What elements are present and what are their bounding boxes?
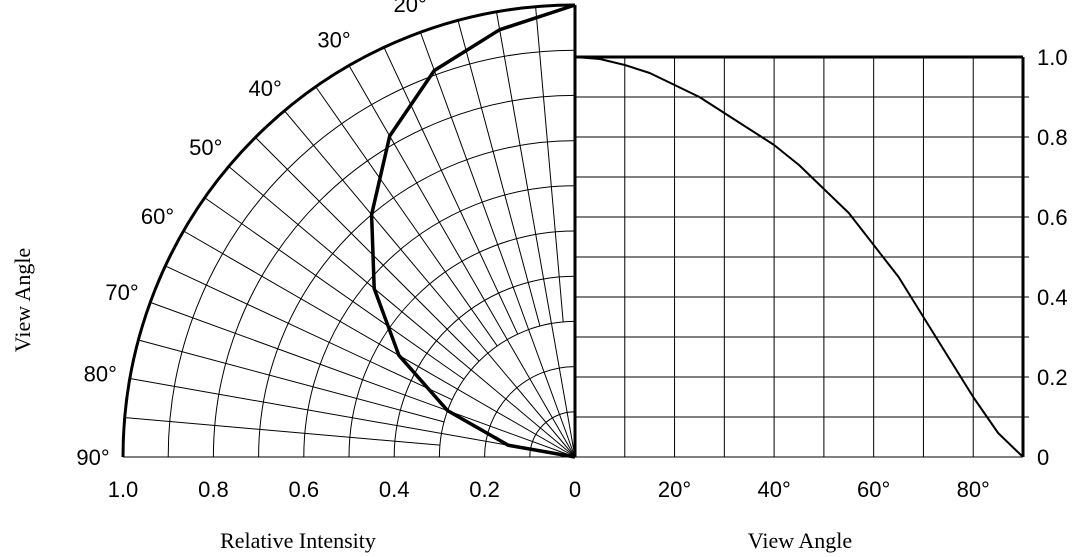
rect-ytick-label: 0.2 [1037, 365, 1068, 390]
polar-curve-layer [369, 3, 576, 459]
polar-intensity-curve [369, 3, 576, 459]
rect-xtick-label: 60° [857, 477, 890, 502]
polar-angle-tick: 90° [76, 445, 109, 470]
polar-radial-tick: 0.6 [289, 477, 320, 502]
polar-spoke [124, 417, 440, 446]
rect-ytick-label: 0.4 [1037, 285, 1068, 310]
polar-spoke [419, 32, 576, 458]
polar-spoke [228, 166, 576, 458]
polar-angle-tick: 70° [105, 280, 138, 305]
polar-angle-tick: 50° [189, 135, 222, 160]
rect-ytick-label: 0.8 [1037, 125, 1068, 150]
polar-angle-tick: 40° [249, 76, 282, 101]
rect-xtick-label: 40° [757, 477, 790, 502]
polar-angle-tick: 80° [84, 361, 117, 386]
rect-ytick-label: 0 [1037, 445, 1049, 470]
rect-ytick-label: 0.6 [1037, 205, 1068, 230]
polar-radial-tick: 0.4 [379, 477, 410, 502]
polar-radial-tick: 0.8 [198, 477, 229, 502]
polar-grid [121, 3, 577, 458]
polar-spoke [129, 378, 576, 458]
polar-angle-tick: 30° [317, 28, 350, 53]
polar-spoke [204, 197, 465, 380]
rect-labels: 1.0 0.8 0.6 0.4 0.2 0 20° 40° 60° 80° [658, 45, 1068, 502]
rect-xlabel: View Angle [748, 528, 852, 553]
polar-grid-arc [484, 366, 576, 458]
polar-xlabel: Relative Intensity [220, 528, 376, 553]
polar-spoke [284, 110, 576, 458]
polar-spoke [255, 137, 480, 362]
polar-spoke [496, 11, 576, 458]
polar-spoke [138, 339, 445, 423]
polar-spoke [315, 86, 498, 347]
polar-labels: 0°10°20°30°40°50°60°70°80°90°1.00.80.60.… [76, 0, 581, 502]
rect-xtick-label: 80° [957, 477, 990, 502]
polar-radial-tick: 0 [569, 477, 581, 502]
polar-spoke [150, 301, 576, 458]
rect-curve-layer [574, 56, 1024, 458]
polar-spoke [457, 20, 541, 327]
rect-intensity-curve [574, 56, 1024, 458]
rect-grid [574, 55, 1029, 458]
polar-spoke [348, 65, 576, 458]
polar-spoke [165, 265, 453, 401]
polar-spoke [535, 6, 564, 322]
polar-radial-tick: 1.0 [108, 477, 139, 502]
rect-ytick-label: 1.0 [1037, 45, 1068, 70]
polar-spoke [183, 230, 576, 458]
polar-ylabel: View Angle [10, 248, 35, 352]
polar-angle-tick: 60° [141, 204, 174, 229]
polar-spoke [383, 47, 519, 335]
rect-xtick-label: 20° [658, 477, 691, 502]
polar-radial-tick: 0.2 [469, 477, 500, 502]
polar-angle-tick: 20° [394, 0, 427, 17]
